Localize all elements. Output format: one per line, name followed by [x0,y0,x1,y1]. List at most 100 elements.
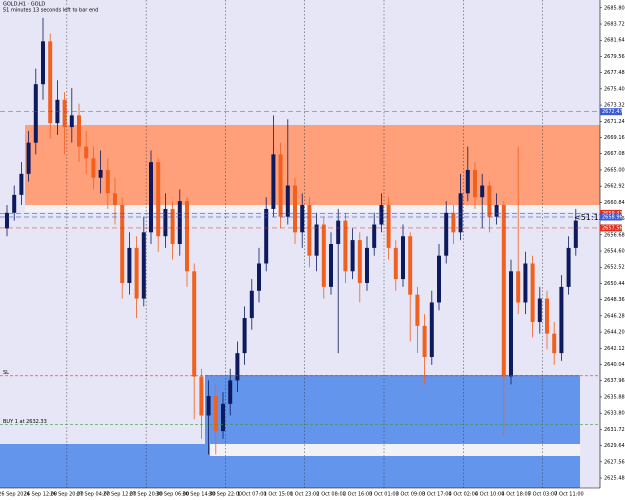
candle-body [509,271,513,377]
candle-body [199,376,204,416]
candle-body [278,154,283,217]
y-tick-label: 2671.24 [604,119,625,125]
candle-body [134,247,139,299]
candle-body [5,212,9,229]
candle-body [48,41,53,124]
candle-body [537,298,542,322]
candle-body [235,353,240,381]
x-tick-label: 2 Oct 08:00 [316,492,345,498]
y-tick-label: 2673.32 [604,103,625,109]
x-tick-label: 30 Sep 14:00 [182,492,215,498]
candle-body [177,201,182,244]
candle-body [415,294,420,326]
x-tick-label: 27 Sep 12:00 [103,492,136,498]
candle-body [494,205,499,217]
candle-body [559,286,564,354]
candle-body [480,185,485,198]
candle-body [465,169,470,194]
y-tick-label: 2679.56 [604,54,625,60]
price-level-label: SL [3,370,9,376]
y-tick-label: 2640.04 [604,362,625,368]
candle-body [19,173,24,195]
grid [66,0,543,488]
candle-body [365,247,369,283]
x-tick-label: 26 Sep 2024 [0,492,30,498]
candle-body [149,162,153,233]
price-level-box [600,213,622,221]
candle-body [307,205,312,256]
candle-body [487,185,492,217]
candle-body [408,236,413,295]
candle-body [530,263,535,322]
y-tick-label: 2648.36 [604,297,625,303]
candle-body [386,205,391,248]
x-tick-label: 26 Sep 12:00 [24,492,57,498]
x-tick-label: 7 Oct 11:00 [554,492,583,498]
candle-body [401,236,405,280]
candle-body [458,193,463,233]
y-tick-label: 2685.80 [604,5,625,11]
supply-zone [25,125,600,205]
x-tick-label: 27 Sep 04:00 [77,492,110,498]
x-tick-label: 1 Oct 23:00 [290,492,319,498]
y-tick-label: 2667.08 [604,151,625,157]
y-tick-label: 2677.48 [604,70,625,76]
candles [5,17,578,455]
candle-body [12,194,17,213]
price-level-label: 2657.56 [602,225,623,231]
x-tick-label: 4 Oct 18:00 [501,492,530,498]
demand-zone-edge [210,444,580,456]
x-tick-label: 2 Oct 16:00 [343,492,372,498]
candle-body [321,224,326,287]
chart-subtitle: 51 minutes 13 seconds left to bar end [3,8,98,14]
candle-body [264,208,269,264]
candle-body [84,146,89,159]
candle-body [523,263,528,303]
x-tick-label: 26 Sep 20:00 [50,492,83,498]
candle-body [300,205,305,233]
y-tick-label: 2637.96 [604,378,625,384]
y-tick-label: 2681.64 [604,38,625,44]
candle-body [69,115,74,128]
candle-body [545,298,549,334]
y-tick-label: 2635.88 [604,394,625,400]
candle-body [156,162,161,237]
candle-body [271,154,276,209]
candle-body [127,247,132,283]
candle-body [336,220,341,244]
supply-zone-edge [25,205,600,212]
candle-body [501,205,506,377]
y-tick-label: 2642.12 [604,346,625,352]
y-tick-label: 2656.68 [604,232,625,238]
levels: <51:13 SL BUY 1 at 2632.33 [0,111,604,425]
candle-body [343,220,348,272]
y-tick-label: 2644.20 [604,330,625,336]
chart-title: GOLD,H1 · GOLD [3,2,45,8]
candle-body [293,185,297,233]
y-tick-label: 2665.00 [604,167,625,173]
demand-zone [205,375,580,444]
candle-body [120,205,125,283]
candle-body [163,208,168,237]
candle-body [473,169,477,198]
candle-body [206,396,211,416]
candle-body [91,158,96,178]
x-tick-label: 30 Sep 06:00 [156,492,189,498]
candle-body [41,41,45,85]
y-tick-label: 2631.72 [604,427,625,433]
candle-body [357,240,362,283]
candle-body [422,325,427,358]
candle-body [33,84,38,143]
candle-body [242,318,247,354]
candle-body [451,212,456,233]
candle-body [429,302,434,358]
y-tick-label: 2625.48 [604,476,625,482]
y-tick-label: 2629.64 [604,443,625,449]
x-tick-label: 30 Sep 22:00 [209,492,242,498]
x-tick-label: 7 Oct 03:00 [528,492,557,498]
candle-body [141,232,146,299]
price-level-box [600,209,622,217]
y-tick-label: 2675.40 [604,86,625,92]
countdown: <51:13 [574,213,604,222]
candle-body [444,212,449,256]
